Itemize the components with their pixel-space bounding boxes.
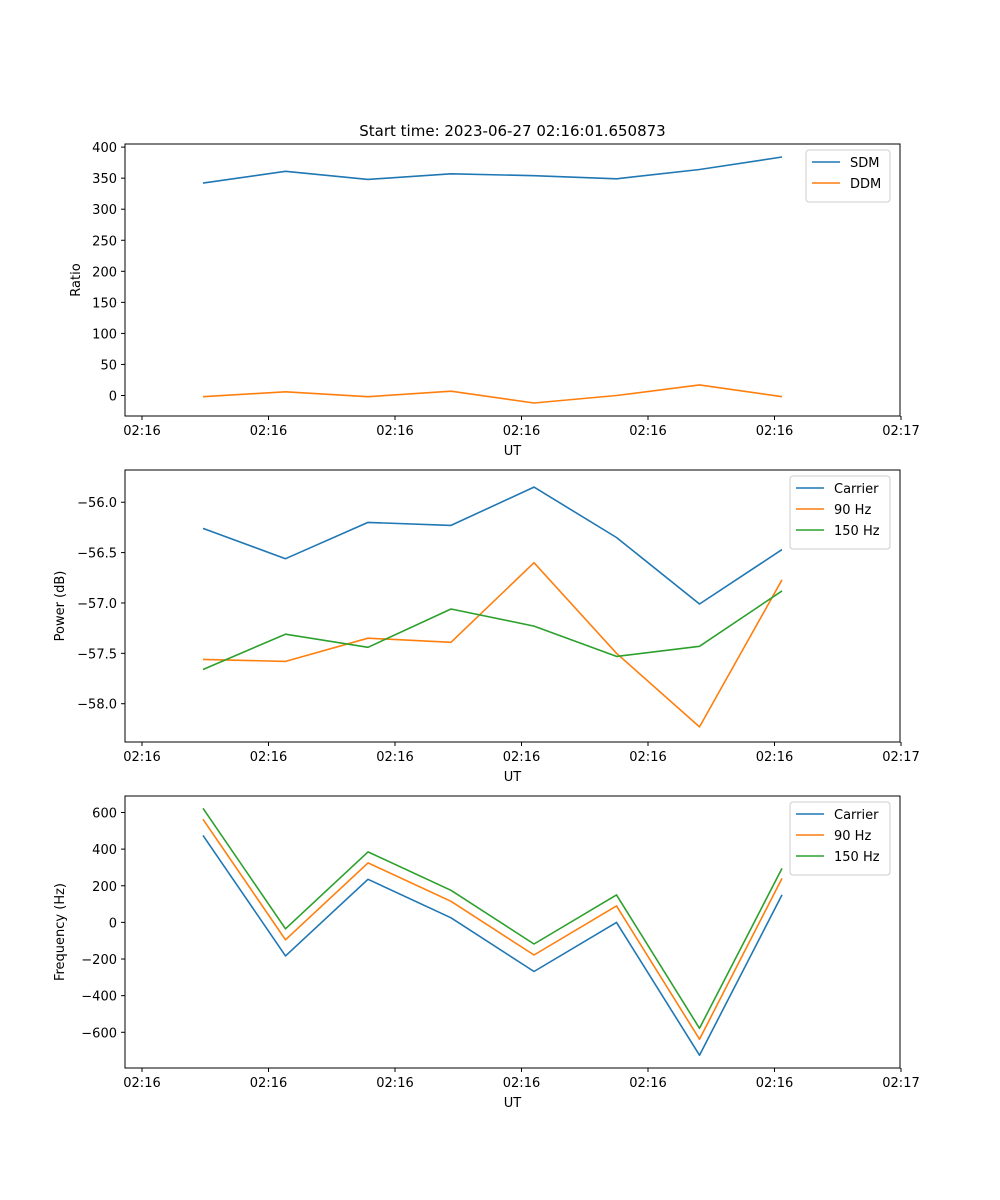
power-x-tick-label: 02:16 xyxy=(756,750,793,765)
frequency-x-tick-label: 02:17 xyxy=(882,1076,919,1091)
ratio-x-tick-label: 02:16 xyxy=(123,424,160,439)
ratio-legend-label-ddm: DDM xyxy=(850,177,881,192)
ratio-legend-box xyxy=(805,149,891,203)
power-y-tick-label: −56.5 xyxy=(77,547,117,562)
ratio-axes-frame xyxy=(124,143,901,417)
frequency-y-axis-label: Frequency (Hz) xyxy=(53,883,68,981)
ratio-panel: 02:16 02:16 02:16 02:16 02:16 02:16 02:17 UT 0 50… xyxy=(69,141,920,459)
frequency-x-tick-label: 02:16 xyxy=(503,1076,540,1091)
ratio-y-tick-label: 300 xyxy=(92,203,117,218)
ratio-y-tick-label: 200 xyxy=(92,265,117,280)
frequency-series-carrier-line xyxy=(202,834,783,1056)
power-y-tick-label: −56.0 xyxy=(77,496,117,511)
ratio-x-tick-label: 02:16 xyxy=(376,424,413,439)
ratio-y-tick-label: 250 xyxy=(92,234,117,249)
power-panel: 02:16 02:16 02:16 02:16 02:16 02:16 02:17 UT −58… xyxy=(53,469,920,785)
power-series-90-hz-line xyxy=(202,561,783,728)
power-y-tick-label: −58.0 xyxy=(77,698,117,713)
ratio-y-tick-label: 100 xyxy=(92,327,117,342)
power-x-tick-label: 02:16 xyxy=(629,750,666,765)
frequency-series-150-hz-line xyxy=(202,807,783,1030)
frequency-x-axis-label: UT xyxy=(504,1096,522,1111)
power-x-axis-label: UT xyxy=(504,770,522,785)
ratio-x-axis-label: UT xyxy=(504,444,522,459)
frequency-y-tick-label: −200 xyxy=(81,953,117,968)
ratio-y-axis-label: Ratio xyxy=(69,263,84,296)
ratio-x-tick-label: 02:16 xyxy=(503,424,540,439)
frequency-axes-frame xyxy=(124,795,901,1069)
ratio-y-tick-label: 50 xyxy=(100,358,117,373)
ratio-x-tick-label: 02:16 xyxy=(629,424,666,439)
ratio-series-ddm-line xyxy=(202,384,783,404)
power-x-tick-label: 02:16 xyxy=(376,750,413,765)
power-x-tick-label: 02:16 xyxy=(123,750,160,765)
frequency-y-tick-label: 400 xyxy=(92,843,117,858)
ratio-legend: SDM DDM xyxy=(805,149,891,203)
power-legend-label-90-hz: 90 Hz xyxy=(834,503,871,518)
frequency-x-tick-label: 02:16 xyxy=(376,1076,413,1091)
power-x-tick-label: 02:16 xyxy=(503,750,540,765)
power-legend-label-150-hz: 150 Hz xyxy=(834,524,880,539)
ratio-series-sdm-line xyxy=(202,156,783,184)
frequency-legend: Carrier 90 Hz 150 Hz xyxy=(789,801,891,876)
power-legend-label-carrier: Carrier xyxy=(834,482,879,497)
frequency-panel: 02:16 02:16 02:16 02:16 02:16 02:16 02:17 UT −60… xyxy=(53,795,920,1111)
power-y-axis-label: Power (dB) xyxy=(53,571,68,642)
power-series-150-hz-line xyxy=(202,590,783,671)
power-series-carrier-line xyxy=(202,486,783,605)
power-legend: Carrier 90 Hz 150 Hz xyxy=(789,475,891,550)
ratio-x-tick-label: 02:16 xyxy=(250,424,287,439)
power-y-tick-label: −57.0 xyxy=(77,597,117,612)
ratio-y-tick-label: 150 xyxy=(92,296,117,311)
frequency-legend-label-150-hz: 150 Hz xyxy=(834,850,880,865)
frequency-y-tick-label: −400 xyxy=(81,990,117,1005)
frequency-y-tick-label: 200 xyxy=(92,880,117,895)
frequency-y-tick-label: −600 xyxy=(81,1026,117,1041)
frequency-legend-label-90-hz: 90 Hz xyxy=(834,829,871,844)
frequency-x-tick-label: 02:16 xyxy=(756,1076,793,1091)
power-x-tick-label: 02:17 xyxy=(882,750,919,765)
frequency-x-tick-label: 02:16 xyxy=(123,1076,160,1091)
ratio-y-tick-label: 350 xyxy=(92,172,117,187)
figure-title: Start time: 2023-06-27 02:16:01.650873 xyxy=(359,122,665,140)
power-y-tick-label: −57.5 xyxy=(77,647,117,662)
frequency-y-tick-label: 600 xyxy=(92,806,117,821)
power-x-tick-label: 02:16 xyxy=(250,750,287,765)
frequency-y-tick-label: 0 xyxy=(109,916,117,931)
ratio-x-tick-label: 02:16 xyxy=(756,424,793,439)
ratio-x-tick-label: 02:17 xyxy=(882,424,919,439)
frequency-x-tick-label: 02:16 xyxy=(250,1076,287,1091)
frequency-x-tick-label: 02:16 xyxy=(629,1076,666,1091)
ratio-y-tick-label: 400 xyxy=(92,141,117,156)
frequency-legend-label-carrier: Carrier xyxy=(834,808,879,823)
ratio-legend-label-sdm: SDM xyxy=(850,156,879,171)
ratio-y-tick-label: 0 xyxy=(109,390,117,405)
power-axes-frame xyxy=(124,469,901,743)
frequency-series-90-hz-line xyxy=(202,818,783,1040)
